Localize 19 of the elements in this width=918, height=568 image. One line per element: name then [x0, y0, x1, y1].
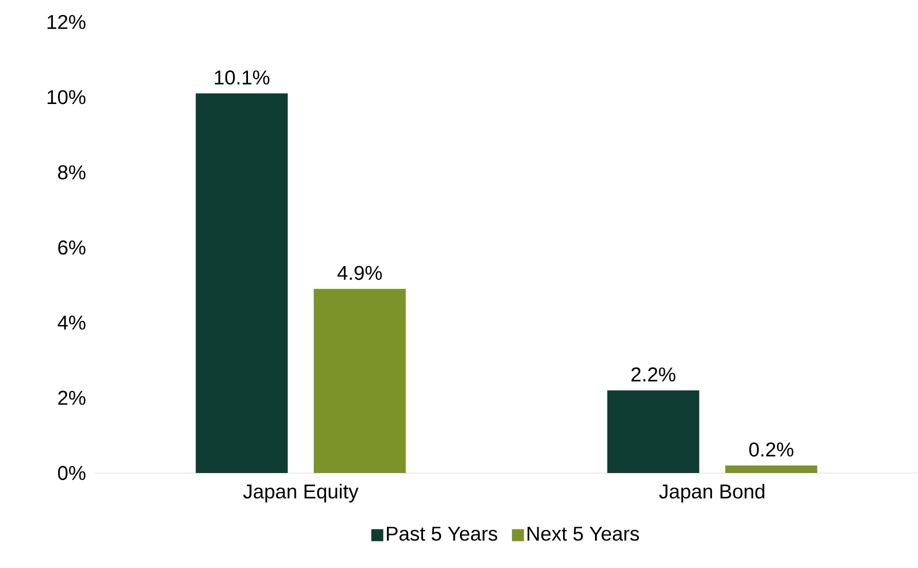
y-tick-label: 0%	[58, 466, 86, 480]
y-tick-label: 8%	[58, 165, 86, 180]
y-tick-label: 4%	[58, 316, 86, 330]
x-tick-label: Japan Equity	[243, 484, 358, 503]
y-tick-label: 6%	[58, 240, 86, 255]
bar	[314, 288, 406, 473]
bar	[725, 465, 818, 473]
bar	[607, 390, 700, 473]
y-tick-label: 12%	[48, 14, 86, 30]
y-tick-label: 2%	[58, 390, 86, 405]
y-tick-label: 10%	[48, 90, 86, 104]
x-tick-label: Japan Bond	[659, 484, 764, 503]
data-label: 10.1%	[214, 70, 270, 85]
data-label: 0.2%	[749, 442, 794, 457]
legend-label: Next 5 Years	[528, 526, 639, 541]
data-label: 4.9%	[337, 266, 382, 280]
legend-label: Past 5 Years	[386, 526, 498, 541]
bar	[196, 93, 288, 473]
data-label: 2.2%	[631, 367, 676, 382]
